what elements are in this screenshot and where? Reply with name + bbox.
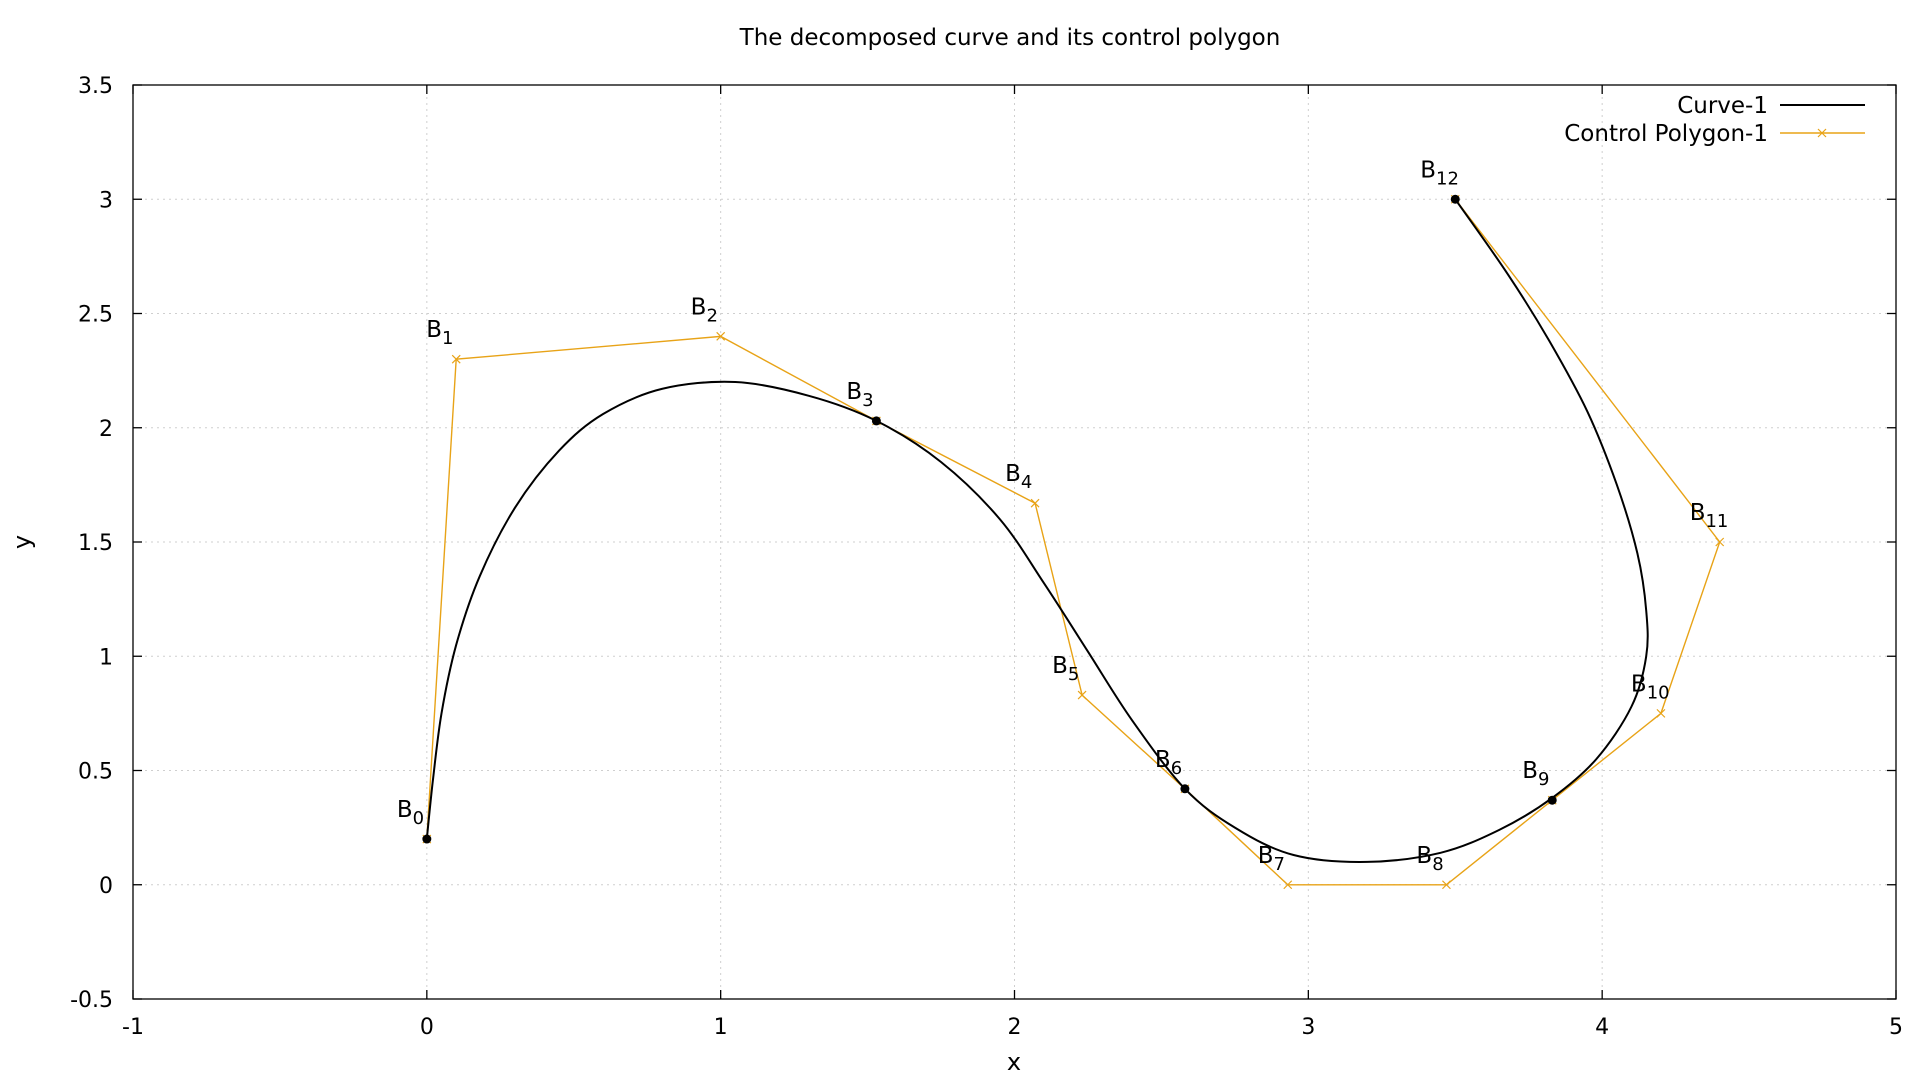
legend-label-control-polygon: Control Polygon-1 (1564, 121, 1768, 147)
point-label-b2: B2 (691, 294, 718, 326)
junction-point (1450, 194, 1460, 204)
point-label-b8: B8 (1416, 843, 1443, 875)
point-label-b0: B0 (397, 797, 424, 829)
control-point-marker (1283, 880, 1293, 890)
x-axis: -1 0 1 2 3 4 5 (122, 85, 1903, 1040)
y-axis-title: y (8, 535, 36, 549)
junction-point (422, 834, 432, 844)
point-label-b6: B6 (1155, 747, 1182, 779)
x-tick-label: 1 (714, 1015, 728, 1040)
control-point-marker (1715, 537, 1725, 547)
legend-label-curve: Curve-1 (1677, 93, 1768, 119)
y-tick-label: 3.5 (78, 74, 113, 99)
y-tick-label: 1.5 (78, 531, 113, 556)
y-tick-label: -0.5 (70, 988, 113, 1013)
x-tick-label: 4 (1595, 1015, 1609, 1040)
point-label-b5: B5 (1052, 653, 1079, 685)
legend-marker-control-polygon (1817, 128, 1827, 138)
junction-point (871, 416, 881, 426)
point-label-b7: B7 (1258, 843, 1285, 875)
x-tick-label: 2 (1008, 1015, 1022, 1040)
series-layer (422, 194, 1725, 890)
y-axis: -0.5 0 0.5 1 1.5 2 2.5 3 3.5 (70, 74, 1896, 1013)
junction-point (1547, 795, 1557, 805)
point-label-b10: B10 (1631, 671, 1670, 703)
control-point-marker (1442, 880, 1451, 890)
x-axis-title: x (1007, 1048, 1021, 1076)
point-label-b4: B4 (1005, 461, 1032, 493)
point-labels: B0 B1 B2 B3 B4 B5 B6 B7 B8 B9 B10 B11 B12 (397, 157, 1729, 875)
x-tick-label: -1 (122, 1015, 144, 1040)
y-tick-label: 1 (99, 645, 113, 670)
y-tick-label: 0 (99, 874, 113, 899)
point-label-b12: B12 (1420, 157, 1459, 189)
x-tick-label: 5 (1889, 1015, 1903, 1040)
x-tick-label: 0 (420, 1015, 434, 1040)
chart-title: The decomposed curve and its control pol… (739, 25, 1281, 51)
point-label-b9: B9 (1522, 758, 1549, 790)
point-label-b3: B3 (846, 379, 873, 411)
y-tick-label: 2.5 (78, 303, 113, 328)
control-point-marker (1077, 690, 1087, 700)
curve-line (425, 198, 1649, 863)
point-label-b1: B1 (426, 317, 453, 349)
y-tick-label: 2 (99, 417, 113, 442)
grid (133, 85, 1896, 999)
control-point-marker (1030, 498, 1040, 508)
legend: Curve-1 Control Polygon-1 (1564, 93, 1865, 147)
x-tick-label: 3 (1301, 1015, 1315, 1040)
control-point-marker (451, 354, 461, 364)
control-point-marker (716, 331, 726, 341)
y-tick-label: 0.5 (78, 760, 113, 785)
point-label-b11: B11 (1690, 500, 1729, 532)
y-tick-label: 3 (99, 188, 113, 213)
control-point-marker (1656, 708, 1666, 718)
junction-point (1180, 784, 1190, 794)
